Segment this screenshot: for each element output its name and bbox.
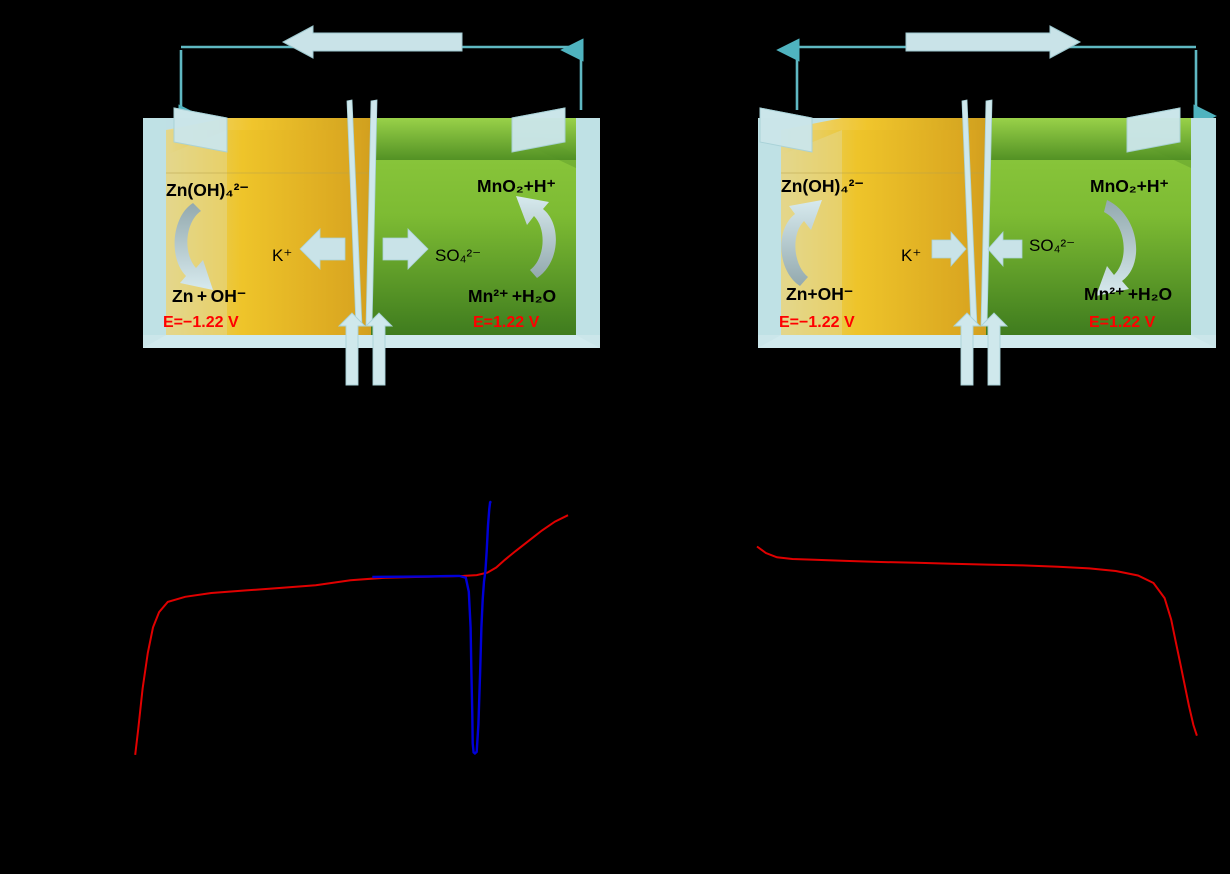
- separator-membrane: [952, 99, 1009, 386]
- separator-membrane: [337, 99, 394, 386]
- discharge-curve-red: [756, 545, 1198, 737]
- discharge-curve-blue: [372, 500, 492, 755]
- cathode-reaction-arrow: [1096, 200, 1137, 296]
- separator-arrow-left: [337, 312, 367, 386]
- anode-oxidized-species: Zn(OH)₄²⁻: [781, 176, 864, 196]
- cell-wall-right: [1191, 118, 1216, 348]
- anode-reaction-arrow: [781, 200, 822, 286]
- anion-label: SO₄²⁻: [435, 246, 481, 265]
- cathode-reduced-species: Mn²⁺ +H₂O: [468, 286, 556, 306]
- cathode-oxidized-species: MnO₂+H⁺: [477, 176, 556, 196]
- anode-oxidized-species: Zn(OH)₄²⁻: [166, 180, 249, 200]
- cation-label: K⁺: [901, 246, 921, 265]
- catholyte-prism: [986, 118, 1191, 335]
- cation-arrow: [299, 228, 346, 270]
- cathode-potential-label: E=1.22 V: [1089, 314, 1156, 331]
- right-plot: [756, 545, 1198, 737]
- anolyte-left-face: [166, 130, 227, 335]
- anode-potential-label: E=−1.22 V: [779, 314, 855, 331]
- anode-reduced-species: Zn + OH⁻: [172, 286, 246, 306]
- cell-wall-right: [576, 118, 600, 348]
- cation-label: K⁺: [272, 246, 292, 265]
- anode-reduced-species: Zn+OH⁻: [786, 284, 853, 304]
- electron-flow-arrow-left: [281, 25, 463, 59]
- anode-potential-label: E=−1.22 V: [163, 314, 239, 331]
- cathode-oxidized-species: MnO₂+H⁺: [1090, 176, 1169, 196]
- left-plot: [134, 500, 569, 756]
- cell-wall-left: [758, 118, 781, 348]
- cathode-reduced-species: Mn²⁺ +H₂O: [1084, 284, 1172, 304]
- anolyte-left-face: [781, 130, 842, 335]
- charge-curve-red: [134, 514, 569, 756]
- electron-flow-arrow-right: [905, 25, 1082, 59]
- cation-arrow: [931, 230, 967, 268]
- anion-label: SO₄²⁻: [1029, 236, 1075, 255]
- cathode-reaction-arrow: [516, 196, 556, 278]
- anode-reaction-arrow: [174, 203, 213, 290]
- cell-wall-left: [143, 118, 166, 348]
- charge-cell: Zn(OH)₄²⁻ Zn+OH⁻ E=−1.22 V MnO₂+H⁺ Mn²⁺ …: [758, 25, 1217, 386]
- anion-arrow: [987, 230, 1023, 268]
- separator-arrow-right: [364, 312, 394, 386]
- catholyte-prism: [371, 118, 576, 335]
- separator-arrow-right: [979, 312, 1009, 386]
- cathode-potential-label: E=1.22 V: [473, 314, 540, 331]
- anion-arrow: [382, 228, 429, 270]
- discharge-cell: Zn(OH)₄²⁻ Zn + OH⁻ E=−1.22 V MnO₂+H⁺ Mn²…: [143, 25, 600, 386]
- separator-arrow-left: [952, 312, 982, 386]
